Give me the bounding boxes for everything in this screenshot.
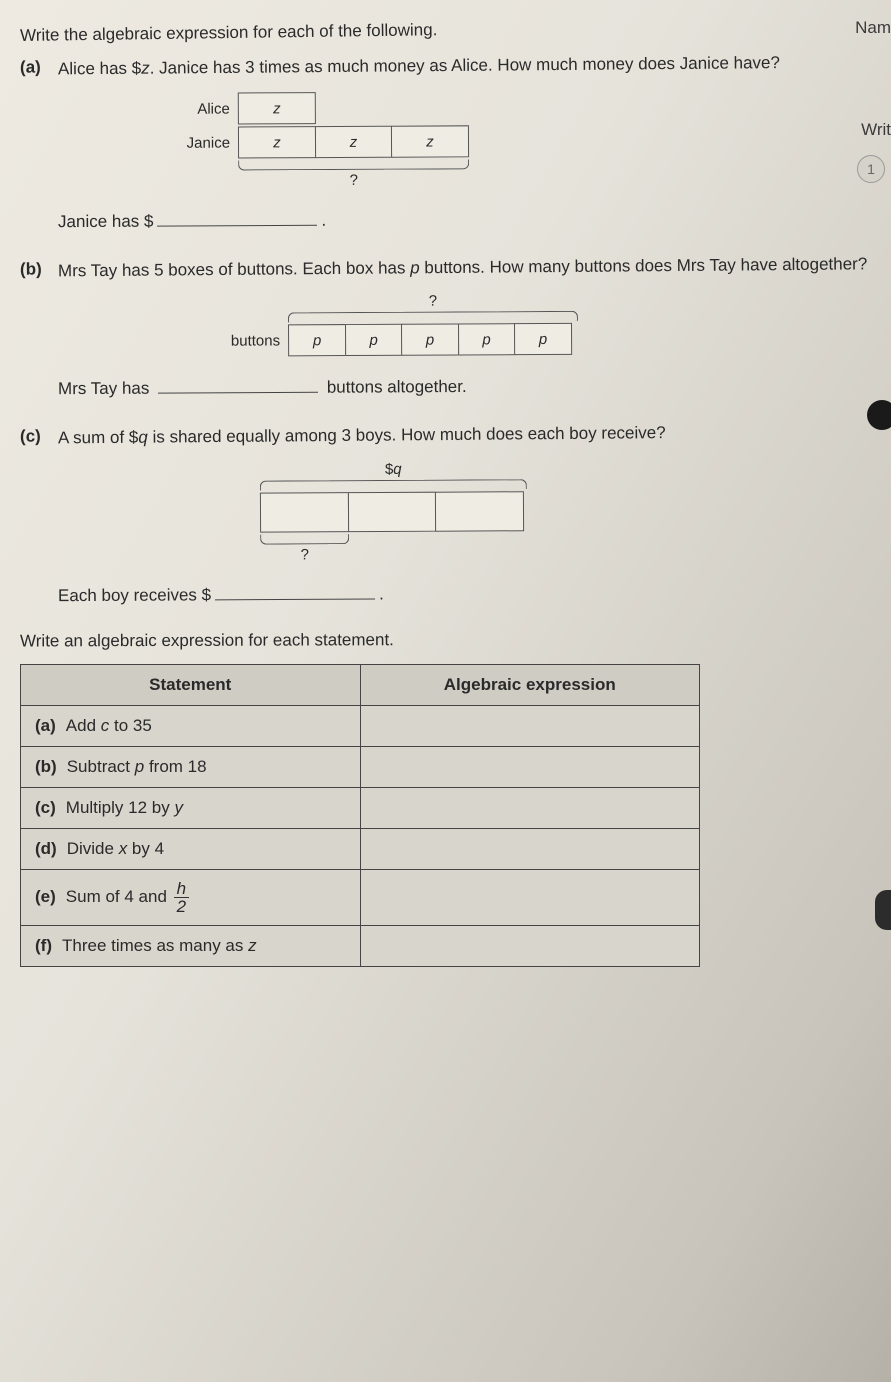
bar-label: Alice <box>180 100 238 117</box>
text: Three times as many as <box>62 936 248 955</box>
table-header: Algebraic expression <box>360 664 700 705</box>
text: Sum of 4 and <box>66 887 172 906</box>
table-header: Statement <box>21 664 361 705</box>
row-label: (d) <box>35 839 57 858</box>
text: Divide <box>67 839 119 858</box>
variable: x <box>119 839 128 858</box>
answer-line-c: Each boy receives $. <box>58 582 876 606</box>
bar-cell: p <box>288 324 346 356</box>
bar-cell: z <box>238 126 316 158</box>
text: is shared equally among 3 boys. How much… <box>148 423 666 447</box>
text: from 18 <box>144 757 206 776</box>
question-label: (b) <box>20 259 58 284</box>
variable: p <box>410 258 420 277</box>
bar-cell <box>260 492 349 532</box>
row-label: (c) <box>35 798 56 817</box>
text: Janice has $ <box>58 211 154 230</box>
text: to 35 <box>109 716 152 735</box>
brace-label: ? <box>238 171 469 189</box>
question-text: Mrs Tay has 5 boxes of buttons. Each box… <box>58 252 876 284</box>
brace-label: ? <box>260 546 349 563</box>
table-row: (d) Divide x by 4 <box>21 828 700 869</box>
answer-cell[interactable] <box>360 705 700 746</box>
bar-label: buttons <box>220 332 288 349</box>
bar-label: Janice <box>180 134 238 151</box>
variable: q <box>138 428 148 447</box>
text: . <box>379 584 384 603</box>
blank-line[interactable] <box>158 379 318 394</box>
table-row: (b) Subtract p from 18 <box>21 746 700 787</box>
answer-cell[interactable] <box>360 869 700 925</box>
variable: c <box>101 716 110 735</box>
answer-cell[interactable] <box>360 925 700 966</box>
question-label: (a) <box>20 57 58 82</box>
question-b: (b) Mrs Tay has 5 boxes of buttons. Each… <box>20 252 876 284</box>
row-label: (e) <box>35 887 56 906</box>
text: buttons. How many buttons does Mrs Tay h… <box>420 254 868 277</box>
diagram-b: ? buttons p p p p p <box>220 291 876 357</box>
table-row: (c) Multiply 12 by y <box>21 787 700 828</box>
row-label: (b) <box>35 757 57 776</box>
row-label: (a) <box>35 716 56 735</box>
brace-label: ? <box>288 292 578 311</box>
variable: y <box>174 798 183 817</box>
question-text: Alice has $z. Janice has 3 times as much… <box>58 50 876 82</box>
bar-cell <box>347 492 436 532</box>
text: . Janice has 3 times as much money as Al… <box>150 53 780 77</box>
bar-cell: z <box>238 92 316 124</box>
bar-cell: p <box>401 324 459 356</box>
variable: z <box>141 59 150 78</box>
text: Add <box>66 716 101 735</box>
answer-cell[interactable] <box>360 787 700 828</box>
text: A sum of $ <box>58 428 138 448</box>
instruction-text: Write an algebraic expression for each s… <box>20 628 876 651</box>
instruction-text: Write the algebraic expression for each … <box>20 14 876 46</box>
answer-line-a: Janice has $. <box>58 207 876 231</box>
variable: z <box>248 936 257 955</box>
expression-table: Statement Algebraic expression (a) Add c … <box>20 664 700 967</box>
numerator: h <box>174 880 189 898</box>
answer-cell[interactable] <box>360 828 700 869</box>
question-c: (c) A sum of $q is shared equally among … <box>20 420 876 452</box>
brace <box>288 311 578 323</box>
text: Mrs Tay has 5 boxes of buttons. Each box… <box>58 258 410 280</box>
fraction: h2 <box>174 880 189 915</box>
diagram-a: Alice z Janice z z z ? <box>180 89 876 190</box>
bar-cell: z <box>314 125 392 157</box>
blank-line[interactable] <box>157 211 317 226</box>
bar-cell: p <box>345 324 403 356</box>
text: . <box>321 210 326 229</box>
variable: q <box>393 461 401 478</box>
brace <box>238 159 469 170</box>
bar-cell: z <box>391 125 469 157</box>
bar-cell: p <box>514 323 572 355</box>
text: Each boy receives $ <box>58 585 211 605</box>
question-label: (c) <box>20 427 58 452</box>
brace-label: $q <box>260 460 527 478</box>
question-text: A sum of $q is shared equally among 3 bo… <box>58 420 876 452</box>
blank-line[interactable] <box>215 585 375 600</box>
question-a: (a) Alice has $z. Janice has 3 times as … <box>20 50 876 82</box>
text: Mrs Tay has <box>58 379 154 399</box>
bar-cell <box>435 491 524 531</box>
row-label: (f) <box>35 936 52 955</box>
text: Multiply 12 by <box>66 798 175 817</box>
table-row: (a) Add c to 35 <box>21 705 700 746</box>
table-row: (f) Three times as many as z <box>21 925 700 966</box>
text: by 4 <box>127 839 164 858</box>
bar-cell: p <box>457 323 515 355</box>
text: buttons altogether. <box>322 377 467 397</box>
denominator: 2 <box>174 898 189 915</box>
diagram-c: $q ? <box>260 458 877 563</box>
text: Subtract <box>67 757 135 776</box>
brace <box>260 534 349 544</box>
text: Alice has $ <box>58 59 141 79</box>
answer-cell[interactable] <box>360 746 700 787</box>
answer-line-b: Mrs Tay has buttons altogether. <box>58 375 876 399</box>
brace <box>260 479 527 490</box>
table-row: (e) Sum of 4 and h2 <box>21 869 700 925</box>
variable: p <box>135 757 144 776</box>
binder-hole <box>875 890 891 930</box>
